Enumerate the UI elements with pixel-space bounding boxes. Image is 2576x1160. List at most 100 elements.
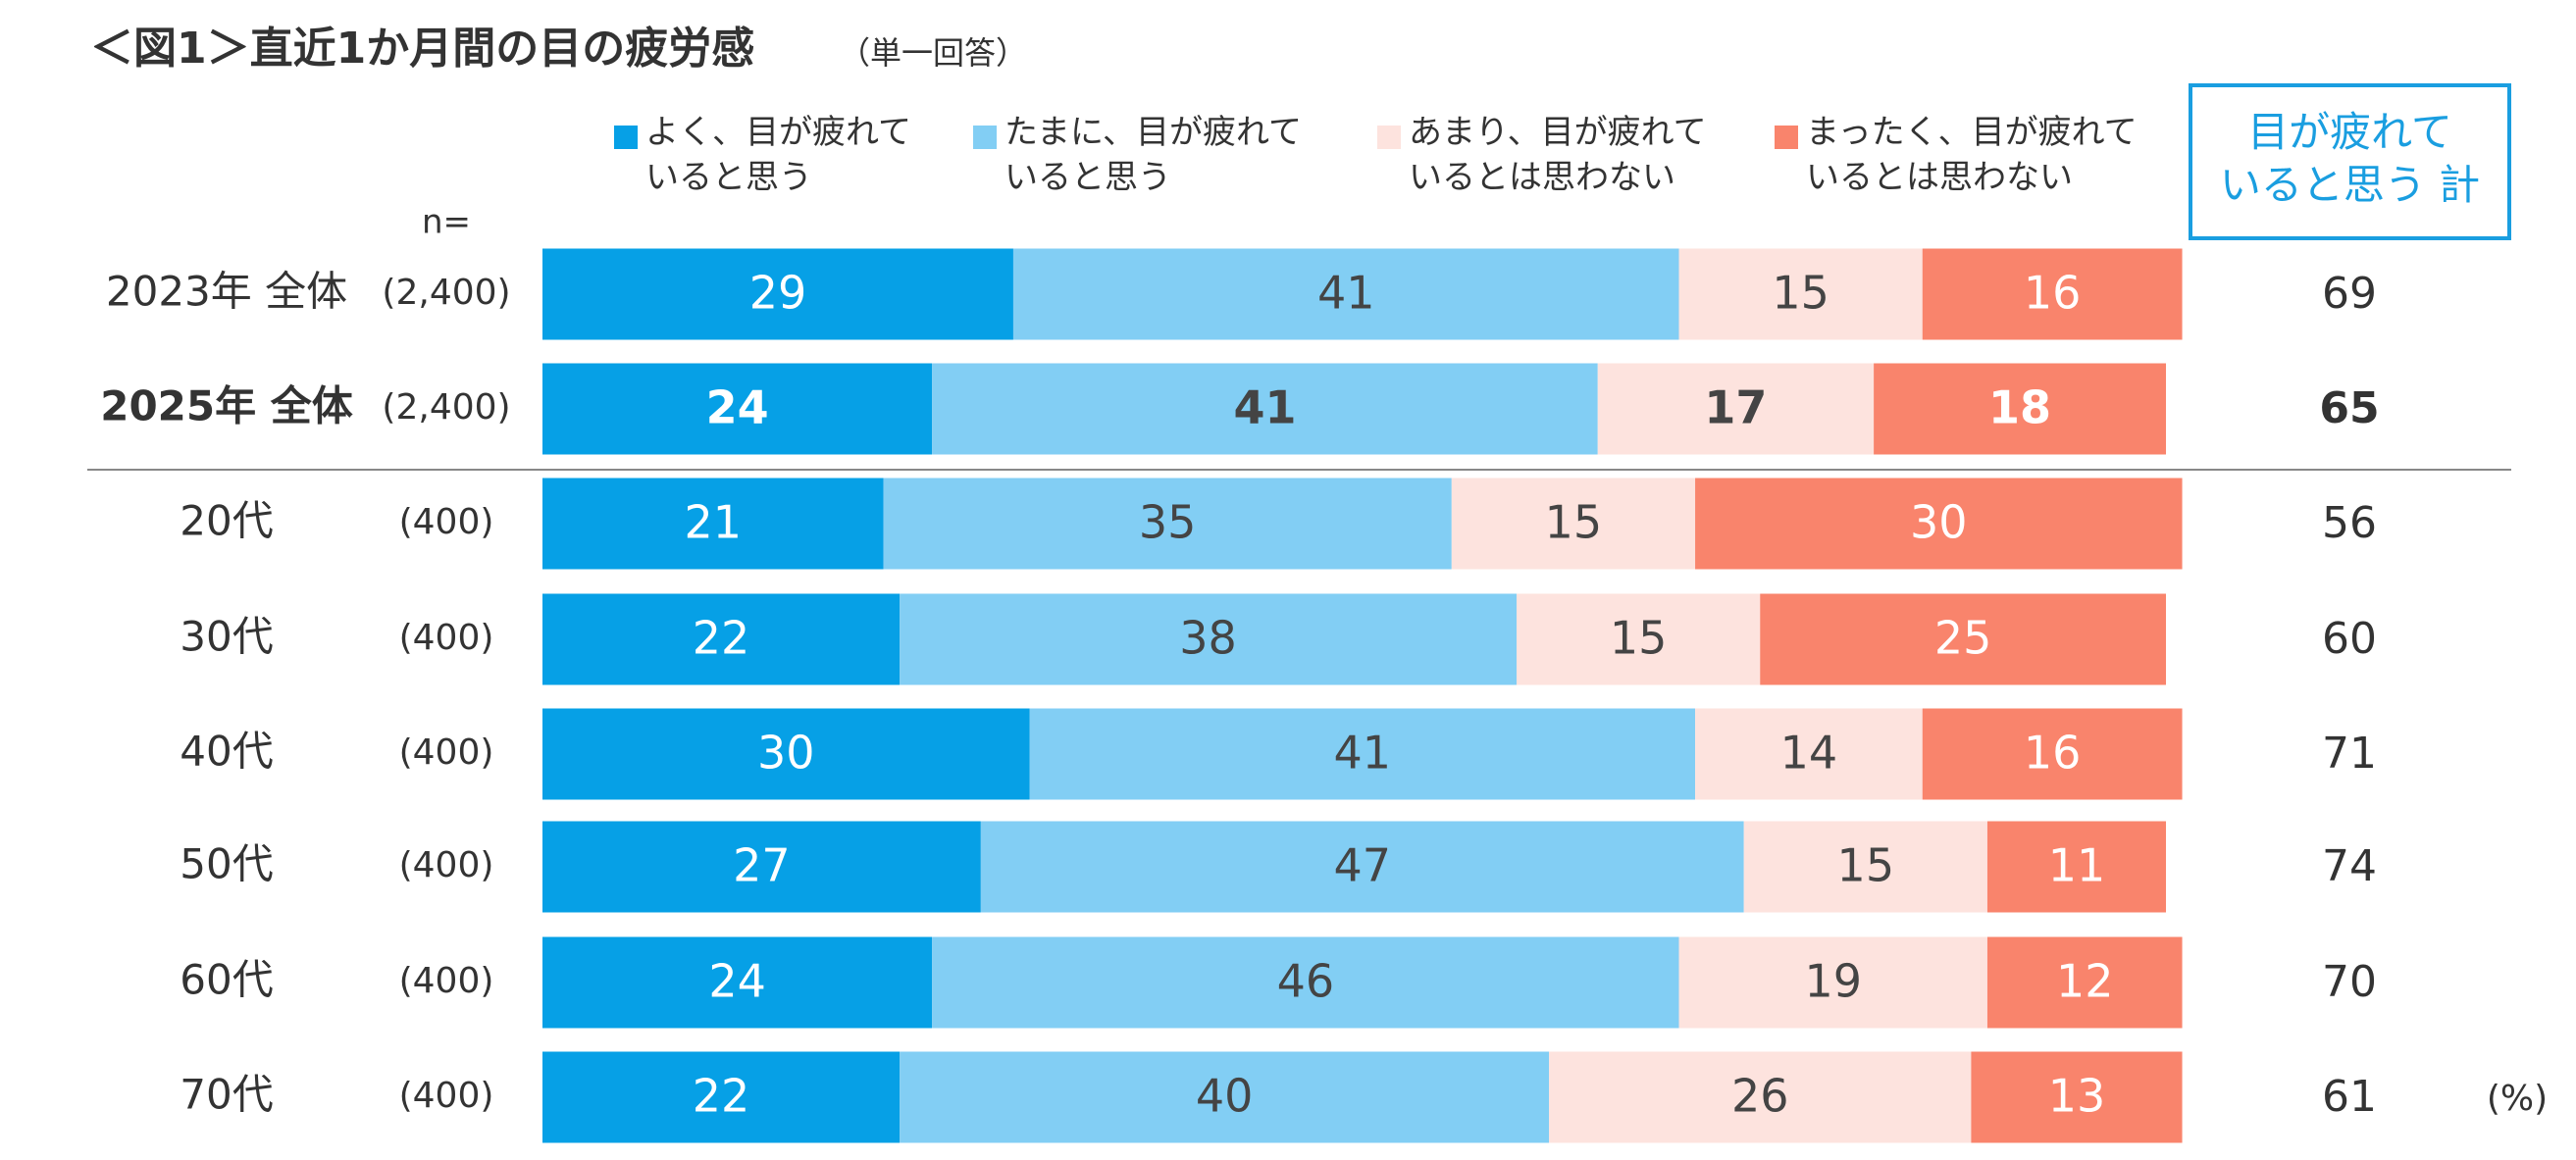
n-label: (400) [399,502,494,542]
bar-segment [1451,478,1696,570]
n-label: (400) [399,1076,494,1116]
total-label: 70 [2322,957,2377,1007]
bar-segment [542,363,933,455]
value-label: 13 [2048,1070,2106,1123]
bar-segment [1678,248,1923,340]
bar-segment [883,478,1452,570]
category-label: 70代 [180,1071,273,1119]
legend-label: あまり、目が疲れて いるとは思わない [1409,113,1707,197]
legend-label: よく、目が疲れて いると思う [645,113,911,197]
value-label: 15 [1772,267,1829,320]
bar-segment [1695,708,1923,800]
value-label: 40 [1196,1070,1254,1123]
legend-label: まったく、目が疲れて いるとは思わない [1806,113,2138,197]
n-label: (2,400) [382,273,510,313]
value-label: 19 [1804,955,1862,1008]
bar-segment [1971,1051,2183,1143]
bar-segment [542,936,933,1029]
bar-segment [900,593,1517,685]
value-label: 22 [693,1070,750,1123]
total-label: 65 [2319,383,2379,433]
category-label: 20代 [180,497,273,545]
category-label: 30代 [180,613,273,661]
legend-swatch [614,126,638,149]
bar-segment [1597,363,1875,455]
bar-segment [1012,248,1679,340]
legend-label: たまに、目が疲れて いると思う [1005,113,1302,197]
bar-segment [1922,708,2183,800]
bar-segment [542,248,1013,340]
chart-subtitle: （単一回答） [839,34,1027,72]
n-label: (400) [399,845,494,885]
bar-segment [542,708,1030,800]
bar-segment [1874,363,2166,455]
n-label: (400) [399,618,494,658]
bar-segment [1695,478,2183,570]
category-label: 60代 [180,956,273,1004]
value-label: 11 [2048,839,2106,892]
value-label: 41 [1334,727,1392,780]
value-label: 17 [1704,381,1767,434]
value-label: 46 [1277,955,1335,1008]
total-label: 61 [2322,1072,2377,1122]
bar-segment [1678,936,1987,1029]
total-header: 目が疲れて いると思う 計 [2219,108,2481,209]
bar-segment [900,1051,1550,1143]
category-label: 50代 [180,840,273,888]
bar-segment [542,821,981,913]
value-label: 12 [2056,955,2114,1008]
total-label: 69 [2322,269,2377,319]
bar-segment [1029,708,1696,800]
bar-segment [542,478,884,570]
value-label: 21 [685,496,743,549]
value-label: 15 [1545,496,1603,549]
chart-title: ＜図1＞直近1か月間の目の疲労感 [90,24,754,74]
value-label: 27 [733,839,791,892]
value-label: 15 [1837,839,1895,892]
total-label: 60 [2322,614,2377,664]
value-label: 26 [1731,1070,1789,1123]
n-label: (2,400) [382,387,510,428]
value-label: 24 [708,955,766,1008]
bar-segment [1986,936,2183,1029]
legend-swatch [1775,126,1798,149]
value-label: 16 [2024,727,2082,780]
value-label: 35 [1139,496,1197,549]
bar-segment [542,1051,901,1143]
category-label: 2025年 全体 [100,382,353,430]
bar-segment [1743,821,1987,913]
bar-segment [542,593,901,685]
n-label: (400) [399,732,494,773]
n-label: (400) [399,961,494,1001]
bar-segment [1922,248,2183,340]
value-label: 41 [1233,381,1296,434]
legend-swatch [973,126,997,149]
category-label: 2023年 全体 [106,268,347,316]
value-label: 18 [1988,381,2051,434]
legend-swatch [1377,126,1401,149]
value-label: 47 [1334,839,1392,892]
value-label: 24 [706,381,769,434]
bar-segment [932,363,1598,455]
bar-segment [980,821,1744,913]
total-label: 71 [2322,729,2377,779]
total-label: 56 [2322,498,2377,548]
value-label: 15 [1610,612,1668,665]
value-label: 25 [1934,612,1992,665]
value-label: 29 [749,267,807,320]
value-label: 30 [757,727,815,780]
unit-label: (%) [2487,1079,2548,1119]
value-label: 22 [693,612,750,665]
category-label: 40代 [180,728,273,776]
total-header-box [2189,83,2511,240]
value-label: 14 [1780,727,1838,780]
n-header: n= [422,203,471,242]
bar-segment [932,936,1679,1029]
bar-segment [1517,593,1761,685]
value-label: 38 [1179,612,1237,665]
bar-segment [1986,821,2166,913]
total-label: 74 [2322,841,2377,891]
value-label: 41 [1317,267,1375,320]
